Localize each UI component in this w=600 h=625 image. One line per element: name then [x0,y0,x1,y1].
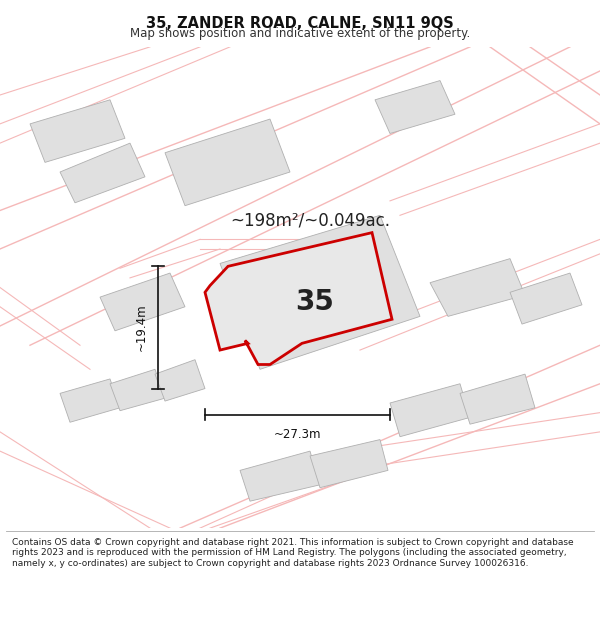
Polygon shape [430,259,525,316]
Text: 35: 35 [296,288,334,316]
Polygon shape [240,451,320,501]
Polygon shape [60,379,120,423]
Polygon shape [205,232,392,364]
Text: ~198m²/~0.049ac.: ~198m²/~0.049ac. [230,212,390,230]
Polygon shape [100,273,185,331]
Text: Map shows position and indicative extent of the property.: Map shows position and indicative extent… [130,27,470,40]
Polygon shape [510,273,582,324]
Polygon shape [30,100,125,162]
Polygon shape [155,359,205,401]
Text: ~19.4m: ~19.4m [135,304,148,351]
Polygon shape [60,143,145,202]
Polygon shape [220,215,420,369]
Polygon shape [390,384,470,437]
Polygon shape [165,119,290,206]
Text: 35, ZANDER ROAD, CALNE, SN11 9QS: 35, ZANDER ROAD, CALNE, SN11 9QS [146,16,454,31]
Polygon shape [460,374,535,424]
Polygon shape [110,369,165,411]
Text: ~27.3m: ~27.3m [274,428,321,441]
Text: Contains OS data © Crown copyright and database right 2021. This information is : Contains OS data © Crown copyright and d… [12,538,574,568]
Polygon shape [310,439,388,488]
Polygon shape [375,81,455,134]
